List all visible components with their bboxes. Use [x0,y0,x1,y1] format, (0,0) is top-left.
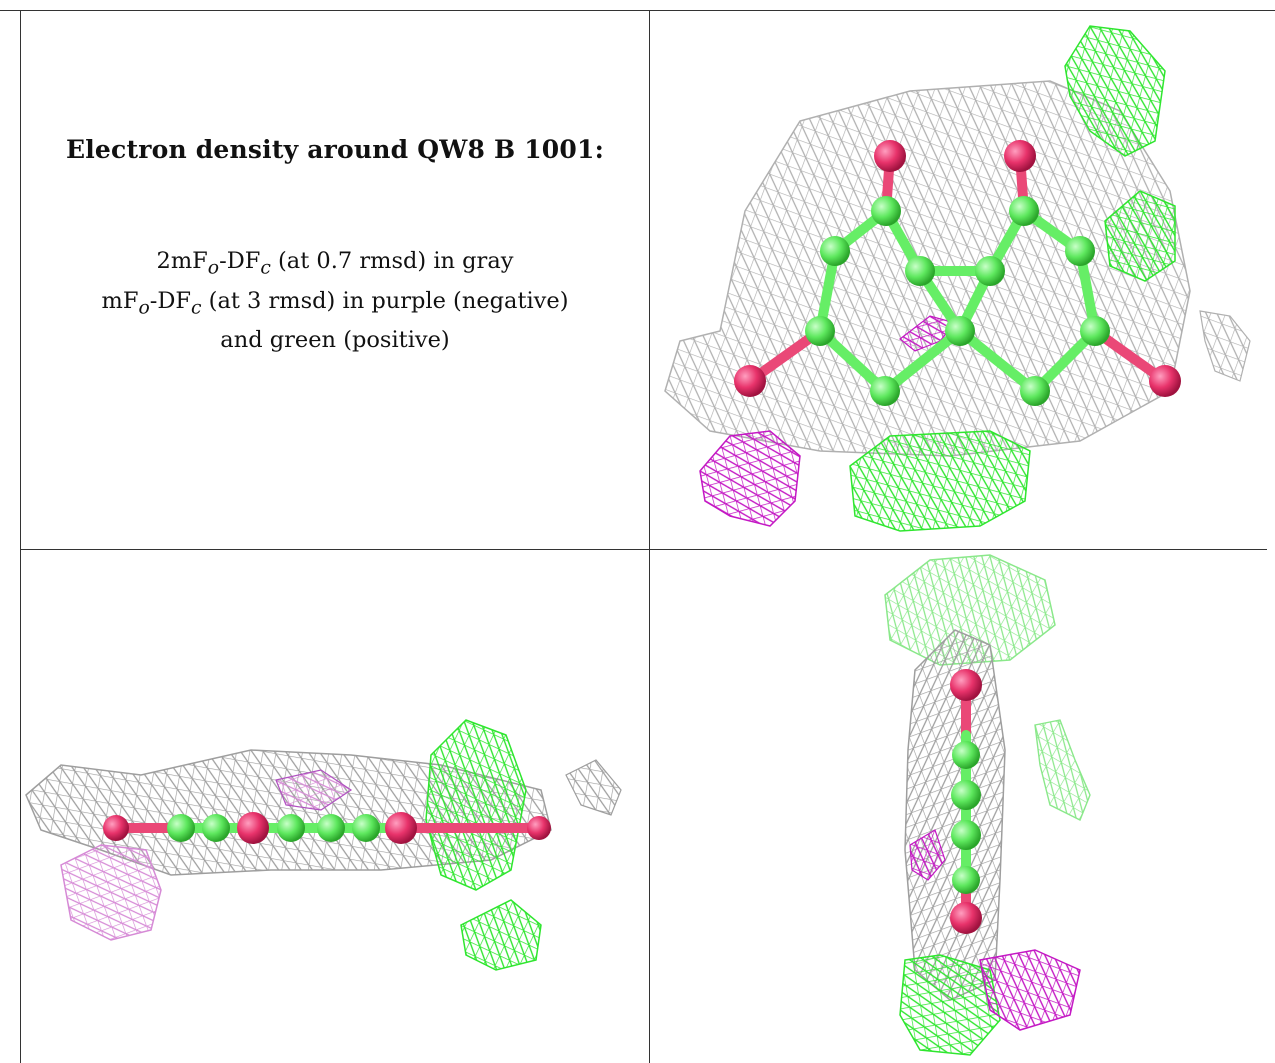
gray-density-fragment [1199,310,1251,382]
figure-title: Electron density around QW8 B 1001: [65,135,605,164]
density-render-top [664,25,1251,532]
green-density-blob [899,954,1001,1056]
table-border-middle [20,549,1267,550]
table-border-left [20,10,21,1063]
table-border-center [649,10,650,1063]
figure-caption: 2mFo-DFc (at 0.7 rmsd) in gray mFo-DFc (… [21,245,649,357]
green-density-blob-light [1034,719,1091,821]
purple-density-blob [909,829,946,881]
purple-density-blob [699,430,801,527]
purple-density-blob [60,844,162,941]
green-density-blob [460,899,542,971]
purple-density-blob [275,769,353,811]
density-render-side [25,719,622,971]
caption-cell: Electron density around QW8 B 1001: 2mFo… [21,11,649,549]
caption-line-2fofc: 2mFo-DFc (at 0.7 rmsd) in gray [156,248,514,279]
density-render-end [884,554,1091,1056]
green-density-blob [849,430,1031,532]
green-density-blob [425,719,527,891]
caption-line-fofc: mFo-DFc (at 3 rmsd) in purple (negative) [101,287,569,319]
table-border-top [0,10,1275,11]
green-density-blob-light [884,554,1056,666]
green-density-blob [1104,190,1176,282]
ligand-atoms-end [950,669,982,934]
green-density-blob [1064,25,1166,157]
ligand-atoms [734,140,1181,406]
purple-density-blob [979,949,1081,1031]
ligand-atoms-side [103,812,551,844]
density-panel-end-view [650,550,1275,1063]
density-panel-top-view [650,11,1275,549]
gray-density-fragment [565,759,622,816]
density-panel-side-view [21,550,649,1063]
caption-line-positive: and green (positive) [220,327,450,353]
